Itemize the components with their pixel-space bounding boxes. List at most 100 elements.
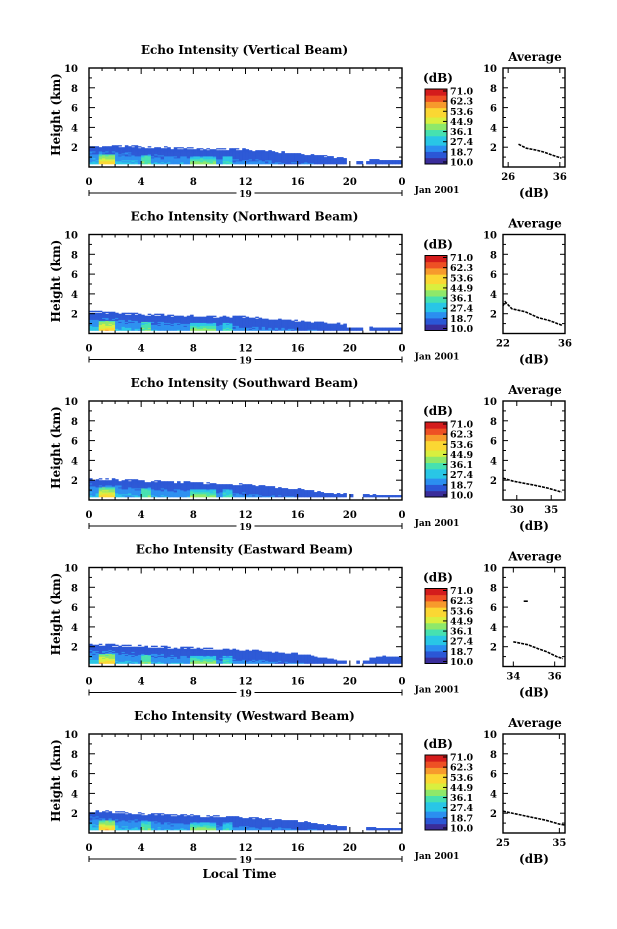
heatmap-cell [268,491,272,493]
heatmap-cell [235,657,240,659]
heatmap-cell [193,324,197,326]
heatmap-cell [167,492,171,494]
heatmap-cell [245,658,250,660]
heatmap-cell [131,316,135,318]
heatmap-cell [89,656,93,658]
heatmap-cell [252,327,256,329]
heatmap-cell [118,327,122,329]
heatmap-cell [193,322,197,324]
heatmap-cell [157,317,162,319]
heatmap-cell [102,319,106,321]
heatmap-cell [111,157,116,159]
heatmap-cell [134,315,139,317]
heatmap-cell [291,657,295,659]
heatmap-cell [163,496,168,498]
heatmap-cell [89,318,93,320]
y-tick-label: 2 [71,310,78,321]
heatmap-cell [203,327,207,329]
colorbar-unit: (dB) [423,71,453,85]
heatmap-cell [232,487,237,489]
heatmap-cell [183,328,188,330]
heatmap-cell [310,162,315,164]
heatmap-cell [255,160,259,162]
heatmap-cell [131,479,135,481]
heatmap-cell [157,313,162,315]
heatmap-cell [274,492,279,494]
heatmap-cell [111,651,116,653]
heatmap-cell [261,655,266,657]
heatmap-cell [180,162,184,164]
heatmap-cell [206,158,210,160]
heatmap-cell [291,158,295,160]
heatmap-cell [203,491,207,493]
heatmap-cell [121,647,126,649]
heatmap-cell [278,656,282,658]
heatmap-cell [222,484,227,486]
heatmap-cell [225,658,230,660]
colorbar-segment [425,293,447,297]
heatmap-cell [313,155,318,157]
heatmap-cell [261,327,266,329]
heatmap-cell [294,489,298,491]
heatmap-cell [128,152,132,154]
heatmap-cell [95,326,100,328]
heatmap-cell [238,654,243,656]
heatmap-cell [398,656,403,658]
heatmap-cell [196,652,201,654]
average-y-tick-label: 10 [483,64,497,75]
heatmap-cell [134,322,139,324]
heatmap-cell [216,496,220,498]
heatmap-cell [147,658,152,660]
heatmap-cell [108,646,113,648]
heatmap-cell [379,160,383,162]
heatmap-cell [206,151,210,153]
y-tick-label: 6 [71,437,78,448]
x-tick-label: 4 [138,344,145,355]
heatmap-cell [124,650,129,652]
x-tick-label: 16 [291,510,305,521]
panel-title: Echo Intensity (Southward Beam) [131,376,359,390]
heatmap-cell [154,494,158,496]
heatmap-cell [157,660,162,662]
heatmap-cell [102,648,106,650]
heatmap-cell [111,151,116,153]
heatmap-cell [177,156,181,158]
heatmap-cell [121,325,126,327]
heatmap-cell [333,661,338,663]
heatmap-cell [300,328,305,330]
heatmap-cell [190,489,194,491]
heatmap-cell [392,162,396,164]
heatmap-cell [252,321,256,323]
heatmap-cell [385,162,390,164]
heatmap-cell [242,320,246,322]
heatmap-cell [372,496,377,498]
heatmap-cell [294,491,298,493]
heatmap-cell [163,328,168,330]
heatmap-cell [232,148,237,150]
heatmap-cell [157,489,162,491]
heatmap-cell [186,318,191,320]
heatmap-cell [294,159,298,161]
heatmap-cell [183,656,188,658]
heatmap-cell [190,648,194,650]
heatmap-cell [330,326,334,328]
heatmap-cell [190,494,194,496]
heatmap-cell [252,491,256,493]
heatmap-cell [95,152,100,154]
heatmap-cell [268,486,272,488]
heatmap-cell [252,162,256,164]
heatmap-cell [229,661,233,663]
heatmap-cell [369,163,373,165]
heatmap-cell [102,324,106,326]
average-profile-line [502,477,562,493]
heatmap-cell [196,160,201,162]
heatmap-cell [245,493,250,495]
colorbar-segment [425,450,447,454]
heatmap-cell [219,158,223,160]
heatmap-cell [154,320,158,322]
heatmap-cell [186,491,191,493]
heatmap-cell [238,495,243,497]
heatmap-cell [137,649,142,651]
heatmap-cell [121,151,126,153]
heatmap-cell [121,313,126,315]
